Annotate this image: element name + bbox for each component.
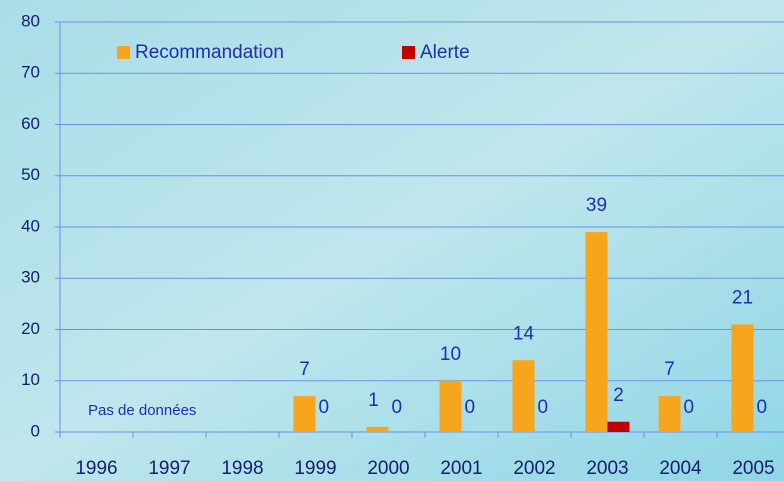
legend-swatch [117, 46, 130, 59]
bar [658, 396, 681, 432]
data-label: 0 [392, 397, 403, 418]
x-tick-label: 2001 [440, 458, 482, 479]
data-label: 21 [732, 287, 753, 308]
bar [512, 360, 535, 432]
bar [731, 324, 754, 432]
data-label: 0 [319, 397, 330, 418]
x-tick-label: 1997 [148, 458, 190, 479]
x-tick-label: 2003 [586, 458, 628, 479]
y-tick-label: 50 [21, 165, 40, 184]
data-label: 10 [440, 344, 461, 365]
data-label: 2 [613, 385, 624, 406]
x-tick-label: 2005 [732, 458, 774, 479]
y-tick-label: 70 [21, 63, 40, 82]
bar [293, 396, 316, 432]
legend-label: Recommandation [135, 42, 284, 63]
data-label: 14 [513, 323, 535, 344]
data-label: 0 [684, 397, 695, 418]
bar [439, 380, 462, 432]
x-tick-label: 1998 [221, 458, 263, 479]
x-tick-label: 2002 [513, 458, 555, 479]
bar [585, 232, 608, 432]
data-label: 39 [586, 195, 607, 216]
x-tick-label: 1996 [75, 458, 117, 479]
legend-swatch [402, 46, 415, 59]
data-label: 0 [757, 397, 768, 418]
data-label: 0 [538, 397, 549, 418]
y-tick-label: 0 [31, 421, 40, 440]
y-tick-label: 60 [21, 114, 40, 133]
x-tick-label: 2004 [659, 458, 702, 479]
y-tick-label: 80 [21, 11, 40, 30]
data-label: 7 [664, 359, 675, 380]
legend-label: Alerte [420, 42, 470, 63]
x-tick-label: 1999 [294, 458, 336, 479]
y-tick-label: 10 [21, 370, 40, 389]
data-label: 7 [299, 359, 310, 380]
data-label: 1 [368, 390, 379, 411]
y-tick-label: 30 [21, 268, 40, 287]
bar [366, 426, 389, 432]
bar [607, 421, 630, 432]
y-tick-label: 40 [21, 216, 40, 235]
data-label: 0 [465, 397, 476, 418]
y-tick-label: 20 [21, 319, 40, 338]
annotation: Pas de données [88, 402, 196, 419]
x-tick-label: 2000 [367, 458, 409, 479]
